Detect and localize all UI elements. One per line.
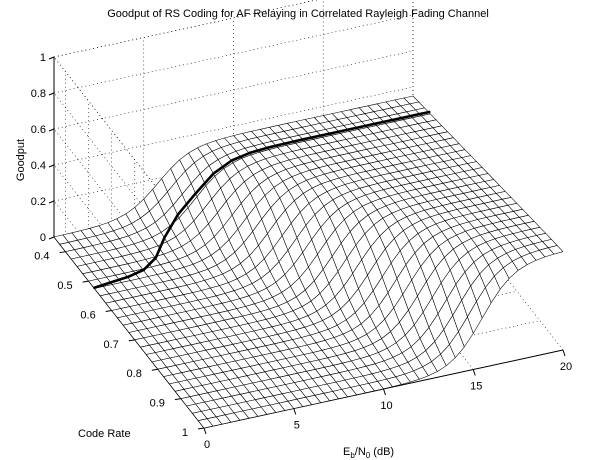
y-tick-label: 0.6 xyxy=(80,309,95,321)
y-tick-label: 0.7 xyxy=(103,339,118,351)
z-tick-mark xyxy=(48,128,55,132)
chart-title: Goodput of RS Coding for AF Relaying in … xyxy=(107,8,489,20)
y-tick-label: 0.9 xyxy=(150,398,165,410)
x-tick-label: 10 xyxy=(380,400,392,412)
x-axis-label-tail: (dB) xyxy=(370,446,394,458)
y-tick-label: 0.8 xyxy=(127,368,142,380)
z-tick-label: 0.6 xyxy=(31,124,46,136)
y-tick-label: 0.5 xyxy=(57,280,72,292)
z-tick-label: 0.4 xyxy=(31,160,46,172)
y-tick-label: 1 xyxy=(182,427,188,439)
y-tick-mark xyxy=(151,368,158,371)
x-axis-label-sub2: 0 xyxy=(366,451,371,460)
x-tick-mark xyxy=(293,408,297,415)
z-tick-label: 1 xyxy=(40,52,46,64)
x-tick-label: 15 xyxy=(470,381,482,393)
z-tick-mark xyxy=(48,92,55,96)
y-tick-mark xyxy=(59,251,66,254)
x-axis-label-main: E xyxy=(343,446,350,458)
y-tick-mark xyxy=(128,339,135,342)
x-tick-label: 0 xyxy=(204,439,210,451)
y-tick-mark xyxy=(82,280,89,283)
z-axis-label: Goodput xyxy=(15,139,27,181)
x-tick-mark xyxy=(383,388,386,396)
tick-labels: 051015200.40.50.60.70.80.9100.20.40.60.8… xyxy=(31,52,572,451)
y-tick-mark xyxy=(197,427,205,430)
z-tick-label: 0 xyxy=(40,232,46,244)
z-tick-label: 0.2 xyxy=(31,196,46,208)
y-tick-mark xyxy=(174,398,182,401)
x-axis-label-mid: /N xyxy=(355,446,366,458)
surface-patch xyxy=(548,245,564,255)
z-tick-label: 0.8 xyxy=(31,88,46,100)
x-tick-mark xyxy=(562,349,566,357)
max-goodput-curve-layer xyxy=(93,110,431,289)
z-tick-mark xyxy=(48,236,55,240)
y-axis-label: Code Rate xyxy=(78,428,131,440)
grid-line-floor-x xyxy=(412,158,564,351)
z-tick-mark xyxy=(48,200,55,204)
x-tick-label: 20 xyxy=(560,361,572,373)
z-tick-mark xyxy=(48,164,55,168)
x-axis-label: Eb/N0 (dB) xyxy=(343,446,394,460)
y-tick-mark xyxy=(105,309,112,312)
x-tick-mark xyxy=(472,369,476,376)
x-axis-label-sub1: b xyxy=(350,451,355,460)
max-goodput-curve xyxy=(93,110,431,289)
x-tick-mark xyxy=(203,427,207,435)
x-tick-label: 5 xyxy=(294,420,300,432)
y-tick-label: 0.4 xyxy=(34,251,49,263)
z-tick-mark xyxy=(48,56,55,60)
